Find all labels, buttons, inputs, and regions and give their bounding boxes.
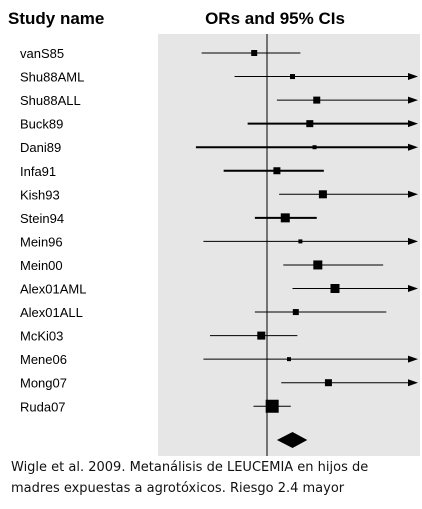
point-estimate-square	[265, 399, 279, 413]
point-estimate-square	[290, 74, 296, 80]
caption-line-1: Wigle et al. 2009. Metanálisis de LEUCEM…	[11, 460, 369, 475]
ci-arrow	[408, 96, 418, 104]
study-label: Shu88ALL	[20, 93, 81, 108]
point-estimate-square	[257, 331, 266, 340]
forest-plot: Study name ORs and 95% CIs vanS85 Shu88AM…	[8, 9, 420, 456]
point-estimate-square	[306, 120, 314, 128]
point-estimate-square	[251, 50, 258, 56]
pooled-estimate-diamond	[276, 432, 308, 448]
study-label: Shu88AML	[20, 70, 84, 85]
study-label: Stein94	[20, 211, 64, 226]
point-estimate-square	[287, 357, 292, 362]
study-label: Infa91	[20, 164, 56, 179]
ci-arrow	[408, 237, 418, 245]
study-label: Alex01ALL	[20, 305, 83, 320]
ci-arrow	[408, 379, 418, 387]
study-rows: vanS85 Shu88AML Shu88ALL Buck89 Dani89 Infa91…	[20, 46, 418, 414]
point-estimate-square	[312, 145, 317, 150]
study-label: McKi03	[20, 329, 63, 344]
point-estimate-square	[318, 190, 327, 199]
study-label: Alex01AML	[20, 282, 86, 297]
ci-arrow	[408, 355, 418, 363]
ci-arrow	[408, 143, 418, 151]
caption-line-2: madres expuestas a agrotóxicos. Riesgo 2…	[11, 481, 345, 496]
study-label: vanS85	[20, 46, 64, 61]
ci-arrow	[408, 190, 418, 198]
point-estimate-square	[330, 284, 340, 293]
point-estimate-square	[298, 239, 303, 244]
figure-caption: Wigle et al. 2009. Metanálisis de LEUCEM…	[11, 457, 416, 499]
plot-background	[158, 34, 420, 456]
study-label: Mong07	[20, 376, 67, 391]
study-label: Dani89	[20, 140, 61, 155]
point-estimate-square	[313, 260, 323, 270]
ci-arrow	[408, 73, 418, 81]
point-estimate-square	[313, 96, 321, 104]
point-estimate-square	[280, 213, 290, 223]
study-label: Mein96	[20, 234, 63, 249]
study-label: Mene06	[20, 352, 67, 367]
study-label: Kish93	[20, 187, 60, 202]
study-label: Ruda07	[20, 399, 66, 414]
point-estimate-square	[273, 167, 281, 175]
study-label: Mein00	[20, 258, 63, 273]
point-estimate-square	[324, 379, 332, 387]
study-label: Buck89	[20, 117, 63, 132]
study-column-header: Study name	[8, 9, 104, 28]
point-estimate-square	[292, 309, 299, 316]
ci-arrow	[408, 120, 418, 128]
effect-column-header: ORs and 95% CIs	[205, 9, 345, 28]
ci-arrow	[408, 285, 418, 292]
